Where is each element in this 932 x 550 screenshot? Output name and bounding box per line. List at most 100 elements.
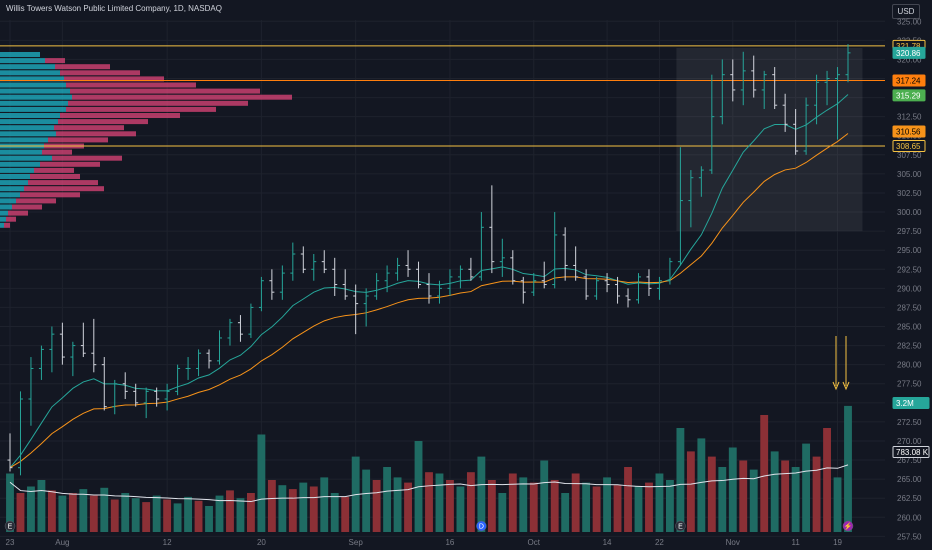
volume-bar	[110, 499, 119, 532]
price-tick-label: 295.00	[897, 246, 922, 255]
time-tick-label: Sep	[349, 538, 364, 547]
volume-bar	[508, 473, 517, 532]
volume-bar	[571, 473, 580, 532]
vp-bar-left	[0, 64, 55, 70]
volume-bar	[246, 493, 255, 532]
volume-bar	[498, 493, 507, 532]
earnings-icon[interactable]: E	[675, 520, 686, 532]
ohlc-bar	[17, 391, 23, 476]
volume-bar	[341, 496, 350, 532]
volume-bar	[194, 500, 203, 532]
ohlc-bar	[562, 227, 568, 281]
ohlc-bar	[499, 238, 505, 277]
ohlc-bar	[321, 250, 327, 274]
time-tick-label: 11	[791, 538, 800, 547]
volume-bar	[561, 493, 570, 532]
price-tick-label: 270.00	[897, 437, 922, 446]
price-tick-label: 277.50	[897, 380, 922, 389]
volume-bar	[68, 493, 77, 532]
volume-bar	[519, 477, 528, 532]
ohlc-bar	[164, 383, 170, 411]
vp-bar-left	[0, 222, 4, 228]
volume-bar	[770, 451, 779, 532]
volume-bar	[79, 489, 88, 532]
ohlc-bar	[793, 109, 799, 155]
vp-bar-left	[0, 131, 56, 137]
ohlc-bar	[426, 273, 432, 304]
ohlc-bar	[803, 97, 809, 155]
ohlc-bar	[510, 250, 516, 285]
ohlc-bar	[112, 379, 118, 415]
vp-bar-right	[54, 125, 124, 131]
ohlc-bar	[751, 55, 757, 98]
vp-bar-right	[55, 64, 110, 70]
volume-bar	[435, 473, 444, 532]
time-tick-label: 20	[257, 538, 266, 547]
price-tick-label: 320.00	[897, 55, 922, 64]
vp-bar-right	[72, 94, 292, 100]
volume-bar	[466, 472, 475, 532]
time-axis[interactable]: 23Aug1220Sep16Oct1422Nov1119Dec	[6, 538, 932, 547]
vp-bar-left	[0, 113, 60, 118]
svg-text:E: E	[678, 524, 683, 531]
price-label: 310.56	[892, 125, 926, 138]
ohlc-bar	[143, 387, 149, 419]
volume-bar	[728, 447, 737, 532]
volume-label: 783.08 K	[892, 446, 930, 458]
volume-bar	[184, 496, 193, 532]
ohlc-bar	[709, 74, 715, 174]
ohlc-bar	[698, 166, 704, 197]
volume-bar	[309, 486, 318, 532]
ohlc-bar	[384, 265, 390, 293]
volume-bar	[655, 473, 664, 532]
ohlc-bar	[353, 284, 359, 335]
ohlc-bar	[478, 212, 484, 281]
volume-bar	[100, 487, 109, 532]
time-tick-label: 14	[603, 538, 612, 547]
price-axis[interactable]: 325.00322.50320.00317.50315.00312.50310.…	[892, 17, 930, 541]
ohlc-bar	[835, 67, 841, 140]
ohlc-bar	[615, 276, 621, 304]
ohlc-bar	[677, 147, 683, 266]
ohlc-bar	[374, 273, 380, 300]
volume-bar	[163, 499, 172, 532]
volume-bar	[739, 460, 748, 532]
volume-bar	[320, 477, 329, 532]
vp-bar-left	[0, 137, 48, 143]
vp-bar-left	[0, 149, 42, 155]
ohlc-bar	[395, 257, 401, 281]
volume-bar	[697, 438, 706, 532]
svg-text:320.86: 320.86	[896, 49, 921, 58]
ohlc-bar	[719, 59, 725, 125]
ohlc-bar	[688, 170, 694, 228]
ohlc-bar	[772, 67, 778, 110]
volume-bar	[267, 480, 276, 532]
volume-bar	[446, 480, 454, 532]
vp-bar-left	[0, 198, 16, 204]
vp-bar-left	[0, 88, 70, 94]
dividend-icon[interactable]: D	[476, 520, 487, 532]
currency-button[interactable]: USD	[892, 4, 920, 19]
ohlc-bar	[583, 269, 589, 300]
ohlc-bar	[782, 93, 788, 132]
volume-bar	[6, 473, 14, 532]
vp-bar-left	[0, 204, 12, 210]
ohlc-bar	[290, 242, 296, 281]
event-icon[interactable]: ⚡	[842, 520, 854, 532]
price-tick-label: 307.50	[897, 151, 922, 160]
price-label: 308.65	[892, 140, 926, 153]
vp-bar-right	[45, 58, 65, 64]
ohlc-bar	[311, 254, 317, 281]
price-tick-label: 267.50	[897, 456, 922, 465]
earnings-icon[interactable]: E	[4, 520, 16, 532]
volume-bar	[404, 482, 412, 532]
vp-bar-left	[0, 106, 66, 112]
ohlc-bar	[573, 246, 579, 281]
vp-bar-left	[0, 70, 60, 76]
volume-bar	[791, 467, 800, 532]
ohlc-bar	[279, 265, 285, 300]
vp-bar-right	[4, 222, 10, 228]
svg-text:783.08 K: 783.08 K	[896, 448, 929, 457]
volume-bar	[686, 451, 695, 532]
